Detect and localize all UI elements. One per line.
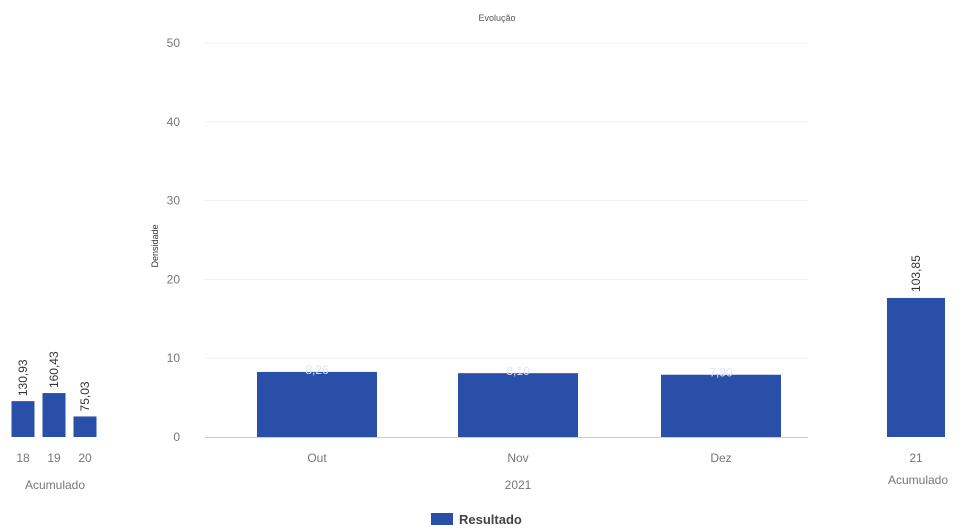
bar — [661, 374, 781, 437]
x-tick-label: Out — [307, 451, 327, 465]
y-tick-label: 10 — [167, 351, 181, 365]
x-tick-label: Dez — [710, 451, 731, 465]
x-tick-label: 20 — [78, 451, 92, 465]
bar — [257, 371, 377, 437]
bar-value-label: 8,10 — [506, 364, 530, 378]
bar — [887, 297, 945, 437]
bar — [458, 373, 578, 437]
y-tick-label: 40 — [167, 115, 181, 129]
legend-swatch — [431, 513, 453, 525]
main-x-axis-label: 2021 — [505, 478, 532, 492]
legend[interactable]: Resultado — [431, 512, 522, 527]
y-tick-label: 30 — [167, 194, 181, 208]
x-tick-label: 21 — [909, 451, 923, 465]
bar-value-label: 7,90 — [709, 366, 733, 380]
chart-marks: 0 10 20 30 40 50 8,26 Out 8,10 Nov 7,90 Dez 130,93 18… — [11, 36, 945, 465]
x-tick-label: 18 — [16, 451, 30, 465]
bar-value-label: 103,85 — [909, 255, 923, 292]
bar — [42, 393, 66, 437]
bar-value-label: 75,03 — [78, 381, 92, 411]
bar-value-label: 130,93 — [16, 359, 30, 396]
y-axis-label: Densidade — [150, 224, 160, 267]
y-tick-label: 20 — [167, 272, 181, 286]
bar-value-label: 8,26 — [305, 363, 329, 377]
bar — [11, 401, 35, 437]
y-tick-label: 50 — [167, 36, 181, 50]
bar — [73, 416, 97, 437]
legend-label: Resultado — [459, 512, 522, 527]
chart-title: Evolução — [478, 13, 515, 23]
y-tick-label: 0 — [173, 430, 180, 444]
x-tick-label: 19 — [47, 451, 61, 465]
right-x-axis-label: Acumulado — [888, 473, 948, 487]
left-x-axis-label: Acumulado — [25, 478, 85, 492]
bar-value-label: 160,43 — [47, 351, 61, 388]
x-tick-label: Nov — [507, 451, 528, 465]
